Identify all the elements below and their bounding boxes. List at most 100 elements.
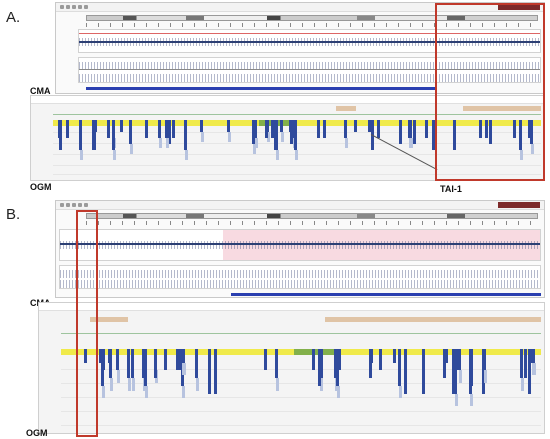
ogm-label-mark [483,349,486,371]
ogm-label-mark-faint [470,393,473,407]
ogm-label-mark [275,120,278,151]
ogm-label-mark [144,349,147,386]
toolbar-settings-icon[interactable] [84,5,88,9]
ogm-label-mark [479,120,482,139]
ogm-label-mark [181,349,184,363]
allele-plot-a [78,57,541,83]
ogm-gene-track-a [53,114,541,115]
ogm-label-mark [168,120,171,145]
ogm-label-mark-faint [531,144,534,155]
cma-toolbar-a [56,3,544,12]
ogm-label-mark [294,120,297,151]
ogm-label-mark [393,349,396,363]
ogm-label-mark [145,120,148,139]
ogm-label-mark [84,349,87,363]
ogm-label-mark-faint [201,132,204,142]
ogm-label-mark [176,349,179,371]
ogm-label-mark [443,349,446,379]
ogm-label-mark [413,120,416,145]
toolbar-back-icon[interactable] [60,203,64,207]
cnv-call-bar-b[interactable] [231,293,541,296]
highlight-box-b [76,210,98,437]
ogm-label-mark [528,349,531,394]
ogm-label-mark [116,349,119,371]
toolbar-zoom-out-icon[interactable] [78,203,82,207]
ogm-label-mark [320,349,323,379]
cnv-call-bar-a[interactable] [86,87,436,90]
ogm-label-mark-faint [459,370,462,383]
ogm-label-mark-faint [255,138,258,148]
ogm-label-mark-faint [102,385,105,399]
ogm-label-mark [369,349,372,379]
cma-toolbar-b [56,201,544,210]
ogm-label-mark [399,120,402,145]
ogm-label-mark [112,120,115,151]
ogm-label-mark [520,349,523,379]
ogm-label-b: OGM [26,428,48,438]
ogm-label-mark [120,120,123,133]
ogm-label-mark-faint [80,150,83,161]
ogm-label-mark [489,120,492,145]
ogm-label-mark [404,349,407,394]
ogm-ruler-b [39,303,544,311]
toolbar-settings-icon[interactable] [84,203,88,207]
genome-scale-b [86,221,538,225]
ogm-label-a: OGM [30,182,52,192]
ogm-label-mark [227,120,230,133]
ogm-label-mark [66,120,69,139]
ogm-label-mark [93,120,96,151]
ogm-label-mark [312,349,315,371]
toolbar-zoom-in-icon[interactable] [72,5,76,9]
allele-plot-b [59,265,541,289]
ogm-label-mark [453,120,456,151]
ogm-marks-a [31,96,544,180]
ogm-label-mark-faint [182,385,185,399]
ogm-window-a [30,95,545,181]
ogm-label-mark-faint [410,138,413,148]
ogm-label-mark [370,349,373,363]
ogm-label-mark-faint [520,150,523,161]
ogm-label-mark-faint [113,150,116,161]
toolbar-forward-icon[interactable] [66,203,70,207]
tai-1-label: TAI-1 [440,184,462,194]
ogm-label-mark [109,349,112,379]
ogm-label-mark [254,120,257,139]
ogm-label-mark [265,120,268,139]
cma-window-b [55,200,545,298]
ogm-label-mark [280,120,283,133]
ogm-label-mark [485,120,488,139]
toolbar-zoom-out-icon[interactable] [78,5,82,9]
ogm-label-mark [271,120,274,139]
chromosome-ideogram-a [86,15,538,21]
ogm-label-mark [409,120,412,139]
toolbar-back-icon[interactable] [60,5,64,9]
ogm-label-mark [289,120,292,133]
ogm-label-mark [354,120,357,133]
ogm-label-mark [458,349,461,371]
ogm-label-mark [107,120,110,139]
ogm-label-mark-faint [281,132,284,142]
toolbar-status-badge [498,4,540,10]
ogm-label-mark [184,120,187,151]
ogm-label-mark [195,349,198,379]
toolbar-status-badge [498,202,540,208]
ogm-window-b [38,302,545,434]
toolbar-zoom-in-icon[interactable] [72,203,76,207]
ogm-label-mark [432,120,435,151]
ogm-label-mark [127,349,130,379]
toolbar-forward-icon[interactable] [66,5,70,9]
ogm-label-mark [425,120,428,139]
ogm-label-mark [179,349,182,371]
chromosome-ideogram-b [86,213,538,219]
ogm-label-mark-faint [345,138,348,148]
ogm-label-mark-faint [399,385,402,399]
ogm-label-mark [530,120,533,145]
ogm-label-mark [318,349,321,386]
ogm-label-mark [398,349,401,386]
ogm-label-mark-faint [110,378,113,391]
ogm-label-mark [532,349,535,363]
ogm-label-mark [445,349,448,363]
ogm-label-mark [200,120,203,133]
log2-ratio-plot-b [59,229,541,261]
ogm-label-mark-faint [267,132,270,142]
